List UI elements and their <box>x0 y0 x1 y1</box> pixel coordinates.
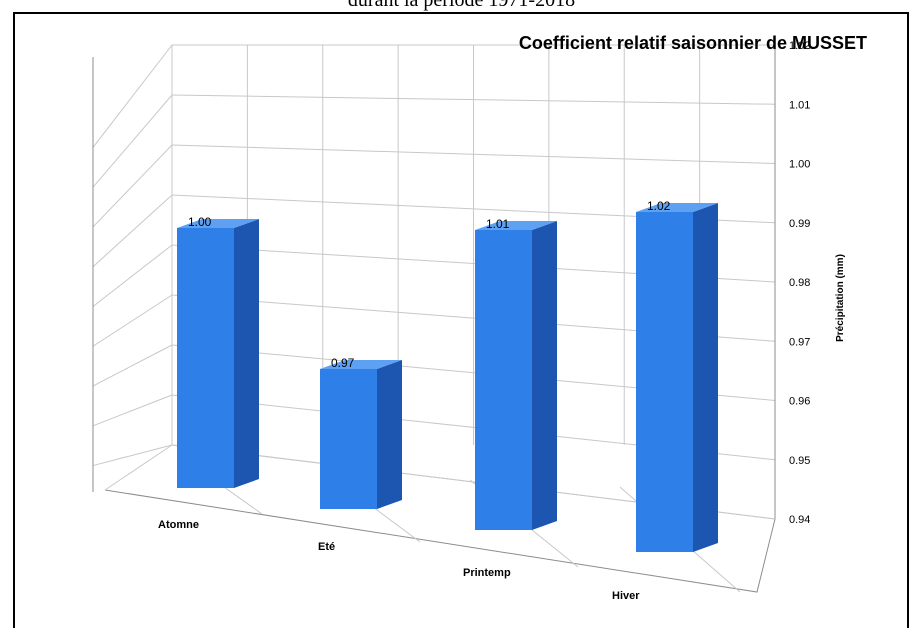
bar-front <box>636 212 693 552</box>
bars-layer <box>177 203 718 552</box>
grid-line-side <box>92 94 173 188</box>
x-tick-label: Atomne <box>158 519 199 531</box>
x-tick-label: Hiver <box>612 590 640 602</box>
bar <box>636 203 718 552</box>
grid-line-side <box>92 444 173 467</box>
y-tick-label: 0.98 <box>789 277 810 289</box>
chart-title: Coefficient relatif saisonnier de MUSSET <box>519 33 867 53</box>
bar-top <box>636 203 718 212</box>
labels-layer: 0.94 0.95 0.96 0.97 0.98 0.99 1.00 1.01 1.02 1.00… <box>158 40 810 602</box>
x-tick-label: Eté <box>318 541 335 553</box>
grid-line-horizontal <box>171 144 776 164</box>
y-axis-label: Précipitation (mm) <box>835 254 846 342</box>
bar-side <box>532 221 557 530</box>
bar-front <box>177 228 234 488</box>
floor-front-edge <box>104 489 776 593</box>
bar-top <box>475 221 557 230</box>
y-tick-label: 0.97 <box>789 336 810 348</box>
y-tick-label: 0.95 <box>789 455 810 467</box>
grid-line-side <box>92 344 173 387</box>
bar-side <box>377 360 402 509</box>
bar-side <box>234 219 259 488</box>
bar <box>320 360 402 509</box>
y-tick-label: 0.99 <box>789 218 810 230</box>
data-label: 1.01 <box>486 217 510 231</box>
data-label: 1.00 <box>188 215 212 229</box>
y-tick-label: 1.02 <box>789 40 810 52</box>
bar <box>177 219 259 488</box>
x-tick-label: Printemp <box>463 567 511 579</box>
grid-line-side <box>92 144 173 228</box>
bar <box>475 221 557 530</box>
chart-frame <box>13 12 909 628</box>
grid-line-side <box>92 194 173 268</box>
floor-left-edge <box>104 444 173 491</box>
bar-front <box>475 230 532 530</box>
chart-caption: durant la période 1971-2018 <box>347 0 576 11</box>
data-label: 1.02 <box>647 199 671 213</box>
grid-line-horizontal <box>171 94 776 105</box>
y-tick-label: 1.00 <box>789 159 810 171</box>
grid-line-side <box>92 394 173 427</box>
y-tick-label: 1.01 <box>789 99 810 111</box>
data-label: 0.97 <box>331 356 355 370</box>
bar-top <box>177 219 259 228</box>
grid-line-side <box>92 44 173 148</box>
grid-line-side <box>92 294 173 347</box>
bar-top <box>320 360 402 369</box>
bar-side <box>693 203 718 552</box>
bar-front <box>320 369 377 509</box>
y-tick-label: 0.96 <box>789 396 810 408</box>
y-tick-label: 0.94 <box>789 514 810 526</box>
grid-line-side <box>92 244 173 307</box>
